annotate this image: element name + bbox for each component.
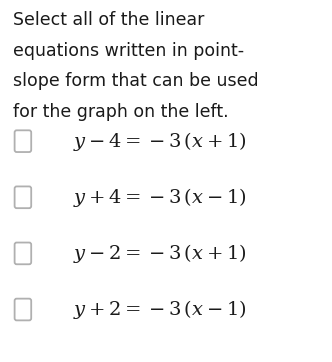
Text: $y - 2 = -3\,(x + 1)$: $y - 2 = -3\,(x + 1)$ (73, 242, 247, 265)
Text: $y - 4 = -3\,(x + 1)$: $y - 4 = -3\,(x + 1)$ (73, 130, 247, 153)
Text: for the graph on the left.: for the graph on the left. (13, 103, 229, 121)
Text: equations written in point-: equations written in point- (13, 42, 244, 60)
FancyBboxPatch shape (15, 243, 31, 264)
FancyBboxPatch shape (15, 186, 31, 208)
FancyBboxPatch shape (15, 299, 31, 320)
Text: $y + 4 = -3\,(x - 1)$: $y + 4 = -3\,(x - 1)$ (73, 186, 247, 209)
Text: $y + 2 = -3\,(x - 1)$: $y + 2 = -3\,(x - 1)$ (73, 298, 247, 321)
Text: Select all of the linear: Select all of the linear (13, 11, 205, 29)
FancyBboxPatch shape (15, 130, 31, 152)
Text: slope form that can be used: slope form that can be used (13, 72, 259, 90)
